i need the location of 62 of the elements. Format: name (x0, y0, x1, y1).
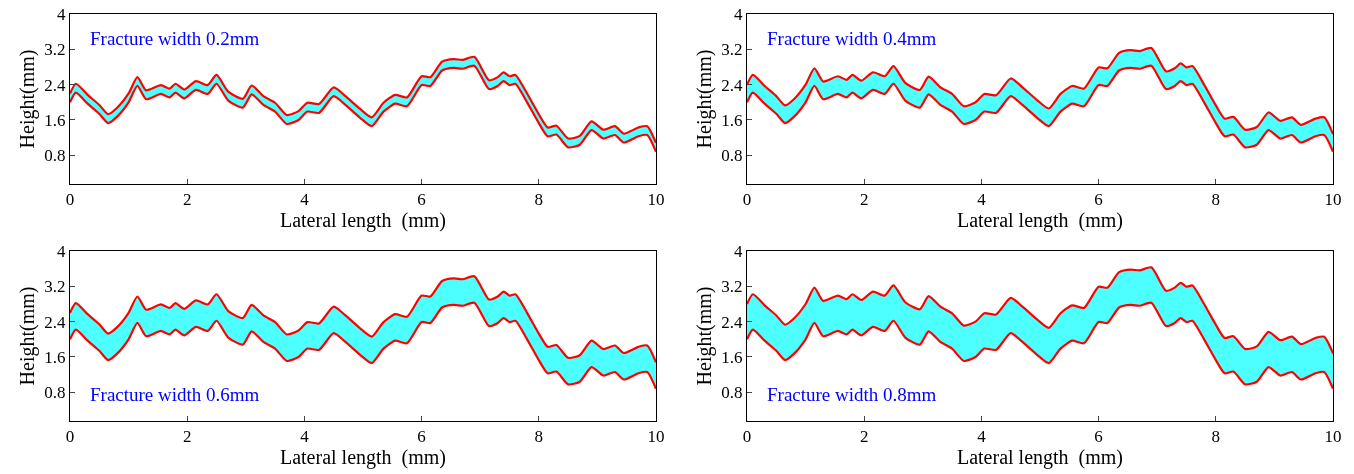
x-tick-label: 0 (742, 190, 752, 210)
y-tick-label: 0.8 (44, 146, 66, 166)
y-tick-label: 0.8 (721, 383, 743, 403)
y-tick-label: 1.6 (721, 347, 743, 367)
x-tick-label: 10 (1324, 190, 1342, 210)
line-series (70, 275, 656, 364)
x-tick-label: 2 (182, 190, 192, 210)
y-tick-label: 4 (734, 241, 744, 261)
x-tick-label: 6 (1094, 190, 1103, 210)
line-series (747, 266, 1333, 355)
annotation: Fracture width 0.2mm (90, 28, 260, 49)
y-tick-label: 4 (57, 4, 67, 24)
y-tick-label: 3.2 (44, 40, 66, 60)
y-tick-label: 4 (734, 4, 744, 24)
x-axis-title: Lateral length (mm) (279, 446, 447, 470)
y-tick-label: 1.6 (44, 110, 66, 130)
y-tick-label: 1.6 (44, 347, 66, 367)
x-tick-label: 8 (534, 427, 544, 447)
line-series (747, 301, 1333, 390)
x-tick-label: 4 (977, 427, 987, 447)
y-tick-label: 2.4 (721, 75, 744, 95)
x-tick-label: 2 (859, 427, 869, 447)
x-axis-title: Lateral length (mm) (279, 209, 447, 233)
y-tick-label: 3.2 (721, 40, 743, 60)
y-tick-label: 2.4 (721, 312, 744, 332)
y-tick-label: 0.8 (44, 383, 66, 403)
y-tick-label: 4 (57, 241, 67, 261)
y-tick-label: 0.8 (721, 146, 743, 166)
y-tick-label: 2.4 (44, 75, 67, 95)
x-tick-label: 6 (417, 190, 426, 210)
x-tick-label: 4 (977, 190, 987, 210)
y-axis-title: Height(mm) (692, 286, 716, 386)
x-tick-label: 0 (65, 427, 75, 447)
x-tick-label: 8 (1211, 427, 1221, 447)
x-tick-label: 10 (647, 427, 665, 447)
line-series (747, 64, 1333, 153)
y-axis-title: Height(mm) (692, 49, 716, 149)
x-tick-label: 10 (1324, 427, 1342, 447)
y-tick-label: 2.4 (44, 312, 67, 332)
x-axis-title: Lateral length (mm) (956, 209, 1124, 233)
x-tick-label: 10 (647, 190, 665, 210)
annotation: Fracture width 0.8mm (767, 384, 937, 405)
x-tick-label: 2 (182, 427, 192, 447)
x-tick-label: 4 (300, 427, 310, 447)
x-axis-title: Lateral length (mm) (956, 446, 1124, 470)
x-tick-label: 6 (417, 427, 426, 447)
line-series (70, 301, 656, 390)
y-axis-title: Height(mm) (15, 49, 39, 149)
y-axis-title: Height(mm) (15, 286, 39, 386)
x-tick-label: 6 (1094, 427, 1103, 447)
x-tick-label: 0 (65, 190, 75, 210)
line-series (747, 46, 1333, 136)
x-tick-label: 0 (742, 427, 752, 447)
y-tick-label: 1.6 (721, 110, 743, 130)
x-tick-label: 2 (859, 190, 869, 210)
x-tick-label: 8 (534, 190, 544, 210)
annotation: Fracture width 0.4mm (767, 28, 937, 49)
x-tick-label: 8 (1211, 190, 1221, 210)
annotation: Fracture width 0.6mm (90, 384, 260, 405)
y-tick-label: 3.2 (44, 277, 66, 297)
y-tick-label: 3.2 (721, 277, 743, 297)
x-tick-label: 4 (300, 190, 310, 210)
